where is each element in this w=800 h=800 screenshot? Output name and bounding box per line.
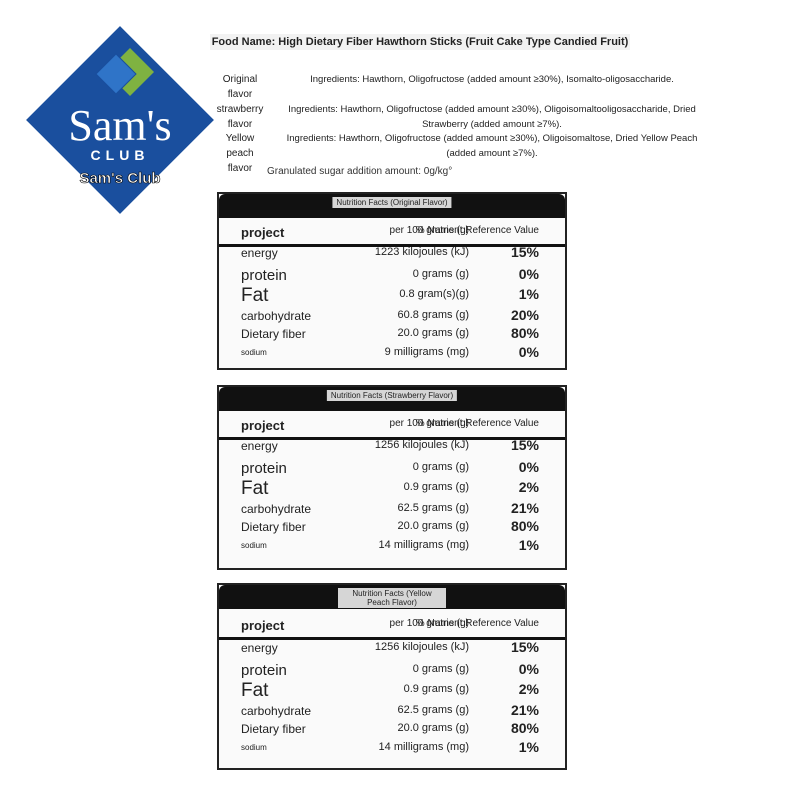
nutrient-nrv: 21% bbox=[510, 702, 539, 718]
nutrient-nrv: 1% bbox=[518, 739, 539, 755]
nutrient-name: protein bbox=[241, 459, 287, 477]
nutrition-panel: Nutrition Facts (Original Flavor) project… bbox=[217, 192, 567, 370]
nutrient-name: Dietary fiber bbox=[241, 327, 306, 341]
nutrient-name: carbohydrate bbox=[241, 502, 312, 516]
nutrient-nrv: 0% bbox=[518, 344, 539, 360]
nutrition-panel: Nutrition Facts (Yellow Peach Flavor) pro… bbox=[217, 583, 567, 770]
nutrient-nrv: 0% bbox=[518, 266, 539, 282]
header-cell: % Nutrient Reference Value bbox=[415, 618, 539, 629]
nutrient-nrv: 1% bbox=[518, 286, 539, 302]
nutrient-name: Dietary fiber bbox=[241, 520, 306, 534]
logo-caption: Sam's Club bbox=[79, 170, 160, 187]
header-cell: project bbox=[241, 225, 285, 240]
panel-title: Nutrition Facts (Strawberry Flavor) bbox=[326, 390, 458, 401]
nutrient-name: Fat bbox=[241, 477, 269, 499]
flavor-label: Yellow peach flavor bbox=[225, 133, 255, 174]
nutrient-nrv: 20% bbox=[510, 307, 539, 323]
nutrient-nrv: 80% bbox=[510, 518, 539, 534]
header-cell: per 100 grams (g) bbox=[389, 618, 469, 629]
nutrient-nrv: 15% bbox=[510, 437, 539, 453]
nutrient-amount: 0 grams (g) bbox=[412, 663, 469, 675]
nutrient-amount: 20.0 grams (g) bbox=[397, 327, 469, 339]
flavor-ingredients: Ingredients: Hawthorn, Oligofructose (ad… bbox=[310, 74, 674, 85]
logo-blue bbox=[95, 53, 137, 95]
nutrient-amount: 62.5 grams (g) bbox=[397, 704, 469, 716]
flavor-label: strawberry flavor bbox=[216, 104, 264, 130]
flavor-ingredients: Ingredients: Hawthorn, Oligofructose (ad… bbox=[286, 133, 698, 159]
nutrient-nrv: 15% bbox=[510, 244, 539, 260]
header-cell: % Nutrient Reference Value bbox=[415, 418, 539, 429]
nutrient-nrv: 80% bbox=[510, 325, 539, 341]
nutrient-amount: 1256 kilojoules (kJ) bbox=[374, 439, 469, 451]
nutrient-amount: 0.8 gram(s)(g) bbox=[399, 288, 469, 300]
nutrient-nrv: 0% bbox=[518, 661, 539, 677]
nutrient-nrv: 2% bbox=[518, 681, 539, 697]
nutrient-amount: 14 milligrams (mg) bbox=[378, 741, 469, 753]
header-cell: per 100 grams (g) bbox=[389, 225, 469, 236]
flavor-label: Original flavor bbox=[222, 74, 258, 100]
nutrient-name: energy bbox=[241, 246, 278, 260]
nutrient-name: sodium bbox=[241, 348, 267, 357]
nutrient-nrv: 21% bbox=[510, 500, 539, 516]
nutrient-amount: 14 milligrams (mg) bbox=[378, 539, 469, 551]
nutrient-name: sodium bbox=[241, 743, 267, 752]
nutrient-name: carbohydrate bbox=[241, 704, 312, 718]
sugar-note: Granulated sugar addition amount: 0g/kg° bbox=[267, 166, 453, 177]
nutrient-name: Fat bbox=[241, 284, 269, 306]
nutrient-name: protein bbox=[241, 661, 287, 679]
nutrient-amount: 1223 kilojoules (kJ) bbox=[374, 246, 469, 258]
nutrient-amount: 0 grams (g) bbox=[412, 268, 469, 280]
nutrient-nrv: 15% bbox=[510, 639, 539, 655]
panel-title: Nutrition Facts (Yellow Peach Flavor) bbox=[338, 588, 446, 608]
nutrient-name: Dietary fiber bbox=[241, 722, 306, 736]
nutrient-name: protein bbox=[241, 266, 287, 284]
flavor-ingredients: Ingredients: Hawthorn, Oligofructose (ad… bbox=[288, 104, 696, 130]
nutrient-amount: 62.5 grams (g) bbox=[397, 502, 469, 514]
nutrient-nrv: 0% bbox=[518, 459, 539, 475]
nutrient-amount: 0 grams (g) bbox=[412, 461, 469, 473]
nutrient-amount: 1256 kilojoules (kJ) bbox=[374, 641, 469, 653]
panel-header: project per 100 grams (g)% Nutrient Refer… bbox=[219, 220, 565, 247]
nutrient-name: energy bbox=[241, 439, 278, 453]
header-cell: per 100 grams (g) bbox=[389, 418, 469, 429]
header-cell: project bbox=[241, 418, 285, 433]
food-name: Food Name: High Dietary Fiber Hawthorn S… bbox=[210, 34, 630, 50]
nutrient-name: Fat bbox=[241, 679, 269, 701]
nutrient-nrv: 80% bbox=[510, 720, 539, 736]
logo-sub: CLUB bbox=[91, 147, 150, 163]
nutrient-amount: 20.0 grams (g) bbox=[397, 520, 469, 532]
logo: Sam's CLUB Sam's Club bbox=[21, 21, 219, 219]
nutrient-amount: 0.9 grams (g) bbox=[403, 481, 469, 493]
panel-header: project per 100 grams (g)% Nutrient Refer… bbox=[219, 413, 565, 440]
nutrient-amount: 60.8 grams (g) bbox=[397, 309, 469, 321]
nutrient-name: carbohydrate bbox=[241, 309, 312, 323]
logo-diamond bbox=[21, 21, 219, 219]
nutrient-amount: 9 milligrams (mg) bbox=[384, 346, 469, 358]
nutrient-amount: 0.9 grams (g) bbox=[403, 683, 469, 695]
nutrient-name: energy bbox=[241, 641, 278, 655]
nutrient-amount: 20.0 grams (g) bbox=[397, 722, 469, 734]
header-cell: project bbox=[241, 618, 285, 633]
nutrient-nrv: 1% bbox=[518, 537, 539, 553]
panel-header: project per 100 grams (g)% Nutrient Refer… bbox=[219, 613, 565, 640]
header-cell: % Nutrient Reference Value bbox=[415, 225, 539, 236]
logo-brand: Sam's bbox=[68, 101, 171, 150]
nutrient-nrv: 2% bbox=[518, 479, 539, 495]
panel-title: Nutrition Facts (Original Flavor) bbox=[332, 197, 452, 208]
nutrient-name: sodium bbox=[241, 541, 267, 550]
nutrition-panel: Nutrition Facts (Strawberry Flavor) proje… bbox=[217, 385, 567, 570]
